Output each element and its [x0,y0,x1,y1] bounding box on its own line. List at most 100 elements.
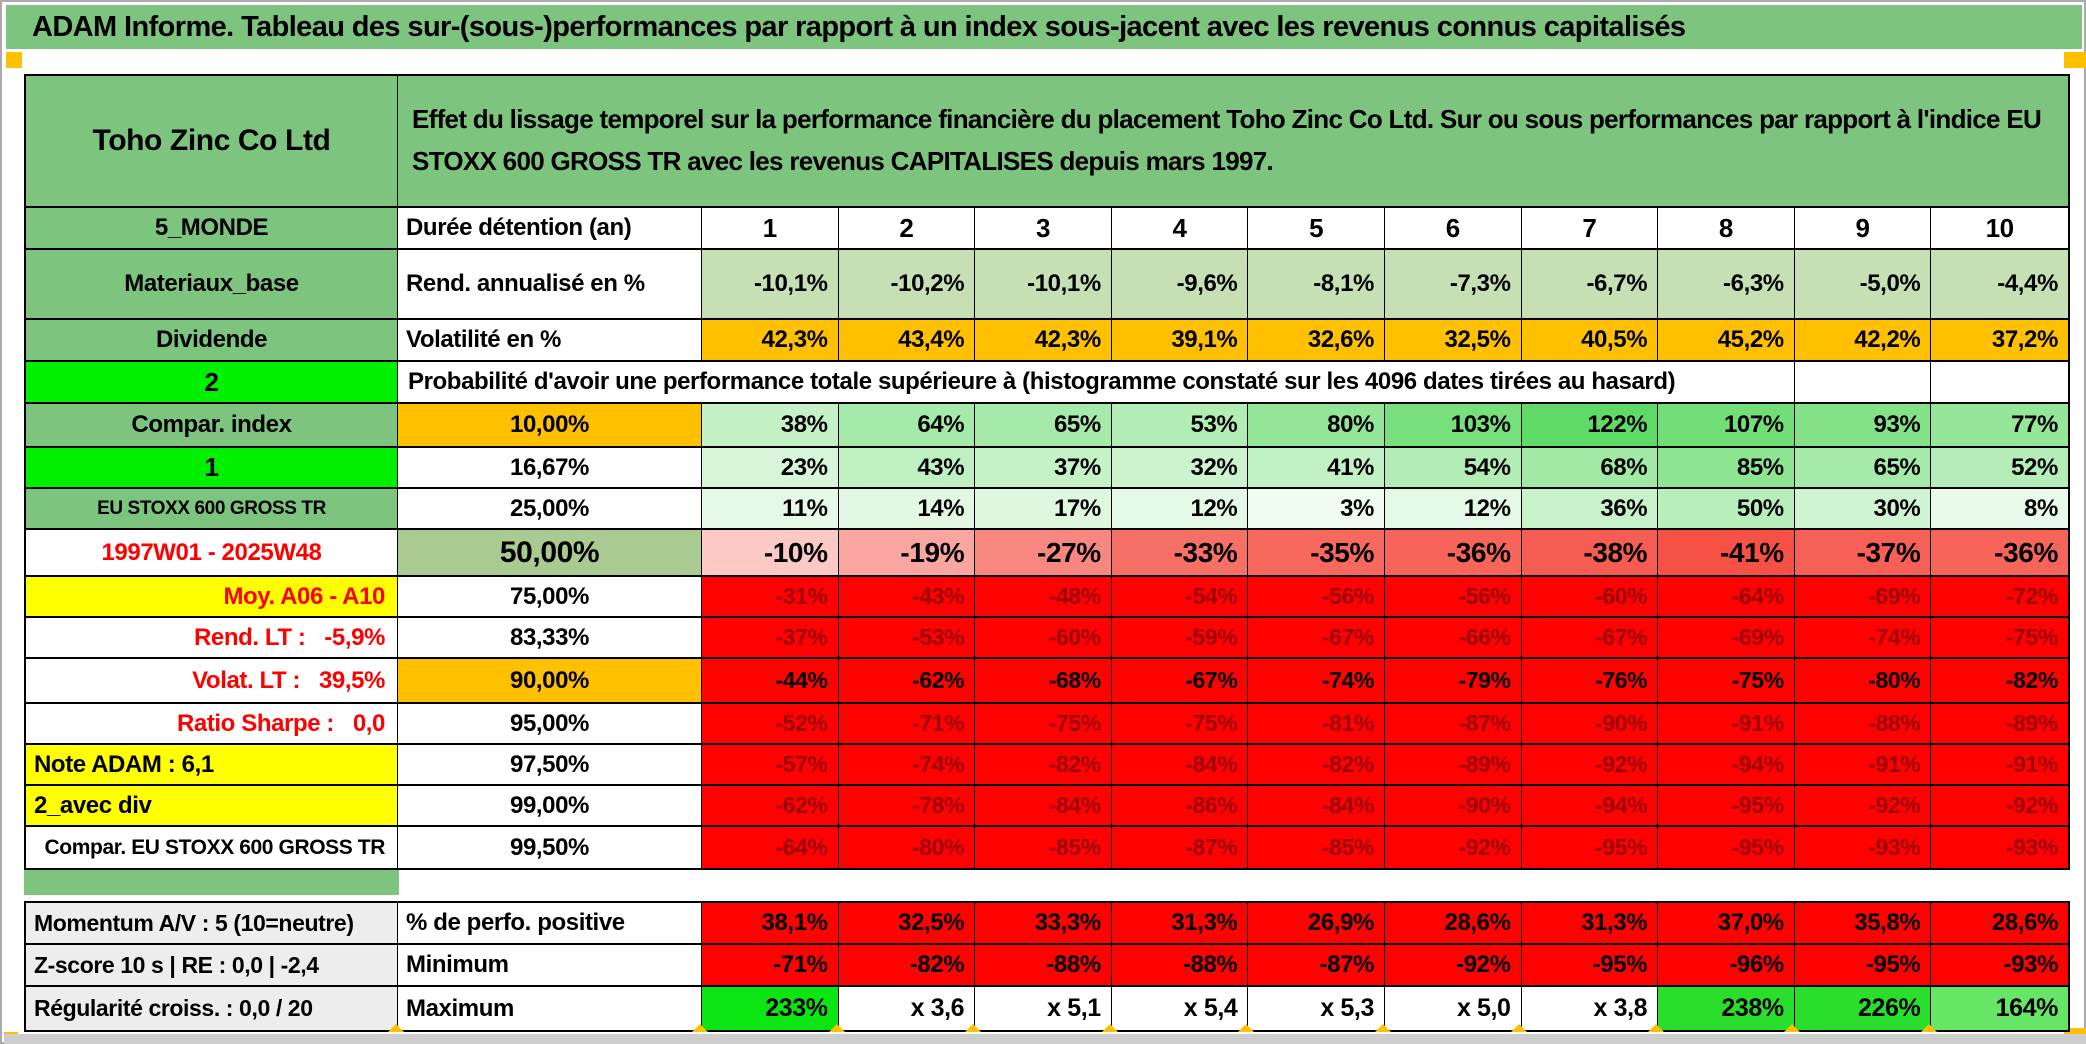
cell-p10-6[interactable]: 103% [1384,404,1522,448]
cell-p8333-1[interactable]: -37% [702,618,839,659]
cell-p1667-7[interactable]: 68% [1521,448,1659,489]
cell-minimum-9[interactable]: -95% [1794,945,1932,987]
cell-p95-6[interactable]: -87% [1384,704,1522,745]
cell-p995-5[interactable]: -85% [1248,827,1385,868]
row-param-p1667[interactable]: 16,67% [398,448,702,489]
cell-perfpos-6[interactable]: 28,6% [1384,903,1522,945]
row-param-p995[interactable]: 99,50% [398,827,702,868]
row-label-p75[interactable]: Moy. A06 - A10 [26,577,398,618]
cell-duree-4[interactable]: 4 [1111,208,1249,250]
cell-p95-7[interactable]: -90% [1521,704,1659,745]
cell-p1667-1[interactable]: 23% [702,448,839,489]
row-label-volat[interactable]: Dividende [26,320,398,362]
cell-rend-3[interactable]: -10,1% [975,250,1112,320]
row-label-p90[interactable]: Volat. LT : 39,5% [26,659,398,704]
cell-p975-7[interactable]: -92% [1521,745,1659,786]
cell-p90-5[interactable]: -74% [1248,659,1385,704]
cell-p50-6[interactable]: -36% [1384,530,1522,577]
row-param-p90[interactable]: 90,00% [398,659,702,704]
row-param-duree[interactable]: Durée détention (an) [398,208,702,250]
cell-duree-2[interactable]: 2 [838,208,976,250]
cell-maximum-9[interactable]: 226% [1794,987,1932,1030]
cell-p1667-5[interactable]: 41% [1248,448,1385,489]
merged-note-cell[interactable]: Probabilité d'avoir une performance tota… [398,362,1795,404]
row-param-p95[interactable]: 95,00% [398,704,702,745]
row-param-p99[interactable]: 99,00% [398,786,702,827]
cell-p995-10[interactable]: -93% [1931,827,2068,868]
cell-p10-10[interactable]: 77% [1931,404,2068,448]
cell-p90-9[interactable]: -80% [1794,659,1932,704]
cell-p90-8[interactable]: -75% [1658,659,1795,704]
cell-rend-5[interactable]: -8,1% [1248,250,1385,320]
row-label-perfpos[interactable]: Momentum A/V : 5 (10=neutre) [26,903,398,945]
cell-minimum-7[interactable]: -95% [1521,945,1659,987]
cell-volat-7[interactable]: 40,5% [1521,320,1659,362]
cell-p8333-6[interactable]: -66% [1384,618,1522,659]
cell-p50-1[interactable]: -10% [702,530,839,577]
cell-p1667-6[interactable]: 54% [1384,448,1522,489]
cell-p25-4[interactable]: 12% [1111,489,1249,530]
cell-p99-8[interactable]: -95% [1658,786,1795,827]
cell-duree-6[interactable]: 6 [1384,208,1522,250]
cell-p8333-10[interactable]: -75% [1931,618,2068,659]
row-label-rend[interactable]: Materiaux_base [26,250,398,320]
security-name-cell[interactable]: Toho Zinc Co Ltd [26,76,398,208]
row-param-rend[interactable]: Rend. annualisé en % [398,250,702,320]
cell-p90-1[interactable]: -44% [702,659,839,704]
cell-p99-2[interactable]: -78% [838,786,976,827]
row-param-p10[interactable]: 10,00% [398,404,702,448]
cell-p1667-8[interactable]: 85% [1658,448,1795,489]
cell-volat-10[interactable]: 37,2% [1931,320,2068,362]
cell-p10-4[interactable]: 53% [1111,404,1249,448]
cell-perfpos-4[interactable]: 31,3% [1111,903,1249,945]
cell-p99-10[interactable]: -92% [1931,786,2068,827]
cell-p975-3[interactable]: -82% [975,745,1112,786]
row-label-p95[interactable]: Ratio Sharpe : 0,0 [26,704,398,745]
row-param-p975[interactable]: 97,50% [398,745,702,786]
cell-p90-7[interactable]: -76% [1521,659,1659,704]
cell-duree-1[interactable]: 1 [702,208,839,250]
cell-p975-8[interactable]: -94% [1658,745,1795,786]
cell-p50-8[interactable]: -41% [1658,530,1795,577]
cell-p10-9[interactable]: 93% [1794,404,1932,448]
cell-p99-6[interactable]: -90% [1384,786,1522,827]
cell-p50-9[interactable]: -37% [1794,530,1932,577]
cell-minimum-6[interactable]: -92% [1384,945,1522,987]
cell-maximum-4[interactable]: x 5,4 [1111,987,1249,1030]
cell-minimum-5[interactable]: -87% [1248,945,1385,987]
cell-minimum-1[interactable]: -71% [702,945,839,987]
row-label-p25[interactable]: EU STOXX 600 GROSS TR [26,489,398,530]
cell-p995-1[interactable]: -64% [702,827,839,868]
cell-p25-7[interactable]: 36% [1521,489,1659,530]
row-param-p50[interactable]: 50,00% [398,530,702,577]
cell-p8333-3[interactable]: -60% [975,618,1112,659]
cell-p75-6[interactable]: -56% [1384,577,1522,618]
cell-rend-8[interactable]: -6,3% [1658,250,1795,320]
cell-p95-1[interactable]: -52% [702,704,839,745]
cell-p90-6[interactable]: -79% [1384,659,1522,704]
row-label-p8333[interactable]: Rend. LT : -5,9% [26,618,398,659]
row-label-duree[interactable]: 5_MONDE [26,208,398,250]
cell-p99-7[interactable]: -94% [1521,786,1659,827]
row-param-p25[interactable]: 25,00% [398,489,702,530]
cell-rend-10[interactable]: -4,4% [1931,250,2068,320]
row-label-p995[interactable]: Compar. EU STOXX 600 GROSS TR [26,827,398,868]
cell-p75-7[interactable]: -60% [1521,577,1659,618]
cell-rend-4[interactable]: -9,6% [1111,250,1249,320]
cell-p50-2[interactable]: -19% [838,530,976,577]
cell-perfpos-3[interactable]: 33,3% [975,903,1112,945]
cell-p95-9[interactable]: -88% [1794,704,1932,745]
cell-perfpos-7[interactable]: 31,3% [1521,903,1659,945]
cell-p8333-8[interactable]: -69% [1658,618,1795,659]
row-param-p75[interactable]: 75,00% [398,577,702,618]
cell-p10-5[interactable]: 80% [1248,404,1385,448]
cell-p975-1[interactable]: -57% [702,745,839,786]
row-label-maximum[interactable]: Régularité croiss. : 0,0 / 20 [26,987,398,1030]
cell-minimum-3[interactable]: -88% [975,945,1112,987]
cell-p995-8[interactable]: -95% [1658,827,1795,868]
cell-volat-8[interactable]: 45,2% [1658,320,1795,362]
cell-p95-3[interactable]: -75% [975,704,1112,745]
row-param-p8333[interactable]: 83,33% [398,618,702,659]
row-param-volat[interactable]: Volatilité en % [398,320,702,362]
empty-cell[interactable] [1794,362,1932,404]
